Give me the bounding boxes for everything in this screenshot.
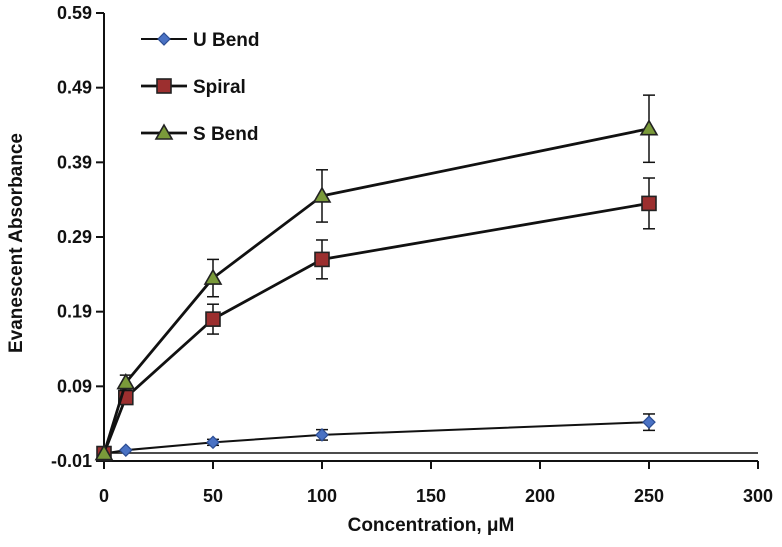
data-point <box>116 372 136 390</box>
legend-item: U Bend <box>141 30 260 51</box>
data-point <box>315 428 329 442</box>
legend-label: U Bend <box>193 30 260 51</box>
series-s-bend <box>94 94 659 461</box>
data-point <box>94 443 114 461</box>
legend: U Bend Spiral S Bend <box>141 30 260 145</box>
data-point <box>641 195 657 212</box>
x-tick-label: 50 <box>203 486 223 506</box>
x-tick-label: 250 <box>634 486 664 506</box>
series-line <box>102 127 650 454</box>
series-layer <box>94 94 659 462</box>
data-point <box>642 415 656 430</box>
x-axis-ticks: 0 50 100 150 200 250 300 <box>99 461 773 506</box>
data-point <box>312 186 332 203</box>
legend-item: S Bend <box>141 123 258 145</box>
data-point <box>314 251 330 268</box>
series-line <box>102 202 650 455</box>
data-point <box>118 443 133 458</box>
x-axis-title: Concentration, μM <box>348 515 515 536</box>
series-spiral <box>96 177 657 462</box>
x-tick-label: 300 <box>743 486 773 506</box>
y-tick-label: 0.39 <box>57 152 92 172</box>
y-tick-label: 0.59 <box>57 3 92 23</box>
y-tick-label: -0.01 <box>51 451 92 471</box>
data-point <box>639 119 659 136</box>
series-line <box>103 421 650 455</box>
legend-label: Spiral <box>193 77 246 98</box>
legend-marker <box>157 32 171 46</box>
data-point <box>205 311 221 327</box>
legend-item: Spiral <box>141 77 246 98</box>
x-tick-label: 100 <box>307 486 337 506</box>
y-tick-label: 0.19 <box>57 302 92 322</box>
y-axis-ticks: -0.01 0.09 0.19 0.29 0.39 0.49 0.59 <box>51 3 104 471</box>
y-tick-label: 0.09 <box>57 376 92 396</box>
data-point <box>203 268 223 285</box>
y-axis-title: Evanescent Absorbance <box>6 133 27 353</box>
y-tick-label: 0.29 <box>57 227 92 247</box>
x-tick-label: 150 <box>416 486 446 506</box>
x-tick-label: 200 <box>525 486 555 506</box>
data-point <box>206 435 220 450</box>
legend-marker <box>156 78 172 94</box>
x-tick-label: 0 <box>99 486 109 506</box>
legend-label: S Bend <box>193 124 258 145</box>
y-tick-label: 0.49 <box>57 78 92 98</box>
legend-marker <box>154 123 174 140</box>
